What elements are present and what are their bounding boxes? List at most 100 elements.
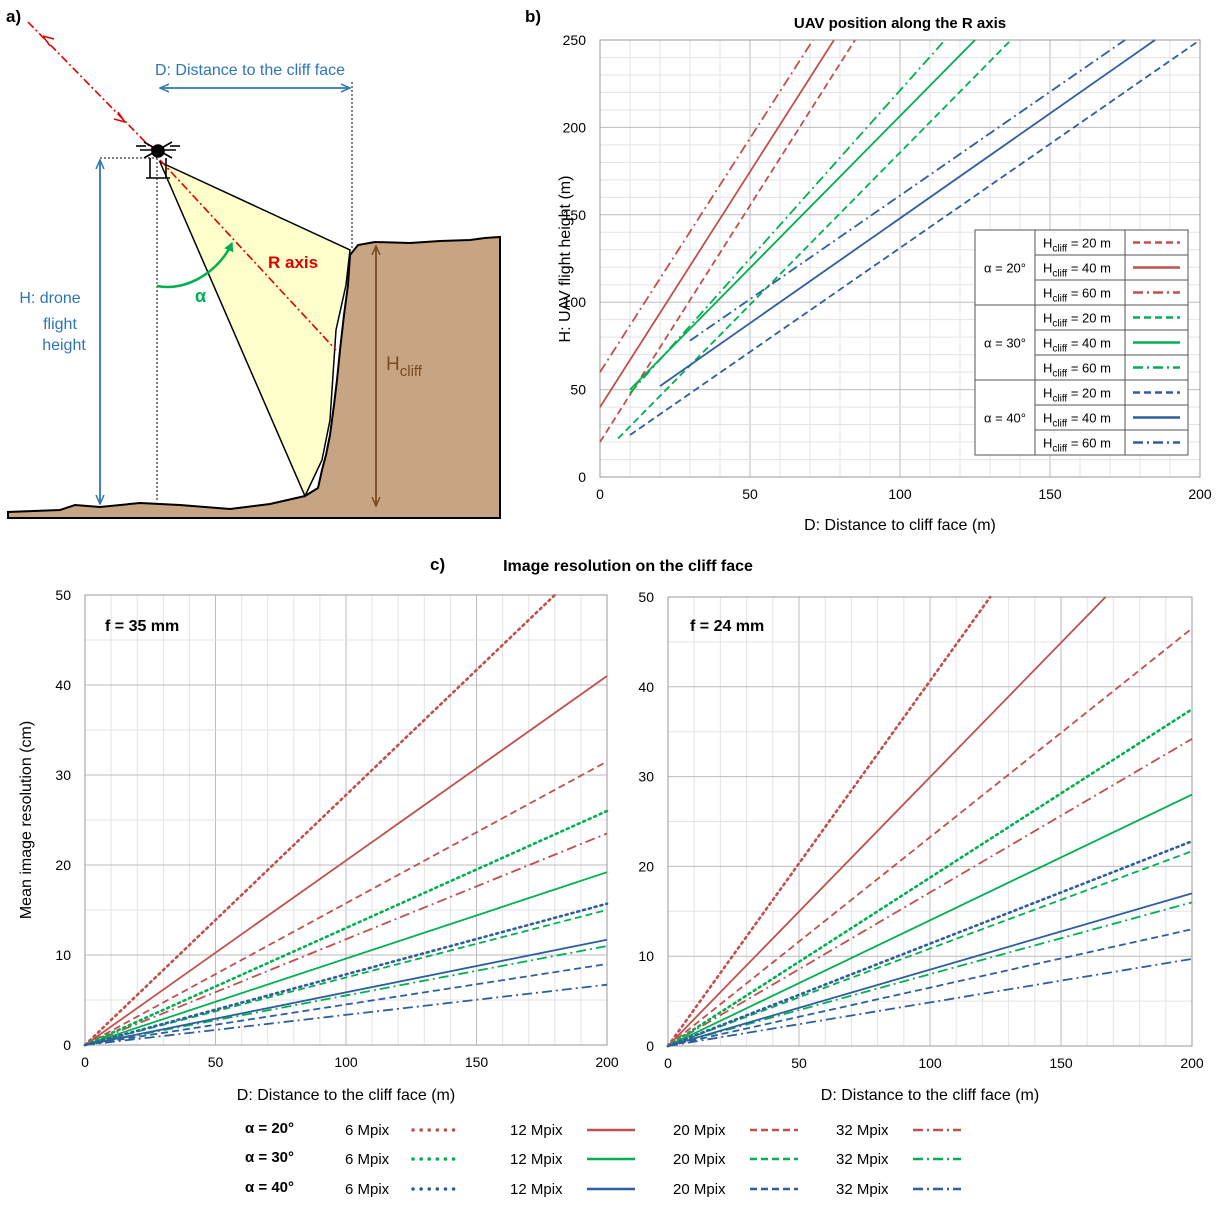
y-tick-label: 40	[638, 679, 654, 695]
series-line-10	[667, 928, 1193, 1047]
bottom-legend-sensor: 12 Mpix	[510, 1151, 563, 1168]
y-tick-label: 0	[63, 1037, 71, 1053]
x-tick-label: 50	[791, 1055, 807, 1071]
bottom-legend-sensor: 32 Mpix	[836, 1181, 889, 1198]
chart-c2-lines	[666, 595, 1194, 1048]
panel-b-label: b)	[525, 7, 541, 26]
bottom-legend-sensor: 12 Mpix	[510, 1181, 563, 1198]
series-line-7	[659, 39, 1156, 387]
legend-row-label: Hcliff = 40 m	[1043, 336, 1111, 355]
bottom-legend-alpha: α = 20°	[245, 1120, 294, 1137]
series-line-2	[667, 627, 1193, 1047]
panel-a-diagram: a) D: Distance to the cliff face H: dron…	[6, 7, 501, 519]
x-tick-label: 200	[595, 1054, 619, 1070]
series-line-0	[599, 39, 856, 443]
y-tick-label: 50	[638, 589, 654, 605]
x-tick-label: 150	[1049, 1055, 1073, 1071]
x-tick-label: 100	[334, 1054, 358, 1070]
r-axis-label: R axis	[268, 253, 318, 272]
alpha-arc	[156, 242, 234, 289]
panel-a-label: a)	[6, 7, 21, 26]
legend-row-label: Hcliff = 20 m	[1043, 236, 1111, 255]
x-tick-label: 200	[1188, 486, 1212, 502]
ray-arrow-1	[42, 35, 55, 47]
series-line-4	[666, 707, 1194, 1048]
chart-b-title: UAV position along the R axis	[794, 15, 1006, 32]
y-tick-label: 150	[563, 207, 587, 223]
chart-c2-grid	[667, 596, 1193, 1047]
chart-c1-grid	[84, 594, 608, 1046]
legend-alpha-label: α = 40°	[984, 411, 1026, 426]
series-line-0	[666, 595, 992, 1048]
bottom-legend-sensor: 12 Mpix	[510, 1122, 563, 1139]
series-line-6	[667, 850, 1193, 1047]
bottom-legend-sensor: 20 Mpix	[673, 1122, 726, 1139]
x-tick-label: 50	[742, 486, 758, 502]
x-tick-label: 100	[888, 486, 912, 502]
series-line-9	[667, 892, 1193, 1047]
plot-frame	[84, 594, 608, 1046]
series-line-8	[83, 902, 609, 1047]
y-tick-label: 30	[55, 767, 71, 783]
x-tick-label: 0	[664, 1055, 672, 1071]
series-line-5	[629, 39, 946, 394]
chart-c1-annotation: f = 35 mm	[105, 618, 179, 635]
x-tick-label: 150	[465, 1054, 489, 1070]
chart-c1-ylabel: Mean image resolution (cm)	[18, 721, 35, 919]
series-line-10	[84, 963, 608, 1046]
bottom-legend-sensor: 6 Mpix	[345, 1122, 390, 1139]
legend-alpha-label: α = 30°	[984, 336, 1026, 351]
series-line-6	[629, 39, 1201, 436]
y-tick-label: 50	[570, 382, 586, 398]
series-line-11	[667, 958, 1193, 1047]
y-tick-label: 10	[638, 948, 654, 964]
x-tick-label: 150	[1038, 486, 1062, 502]
x-tick-label: 100	[918, 1055, 942, 1071]
series-line-3	[667, 738, 1193, 1047]
series-line-4	[83, 809, 609, 1047]
series-line-5	[84, 871, 608, 1046]
plot-frame	[667, 596, 1193, 1047]
panel-c-label: c)	[430, 555, 445, 574]
series-line-3	[617, 39, 1012, 440]
legend-row-label: Hcliff = 60 m	[1043, 286, 1111, 305]
series-line-1	[599, 39, 835, 408]
chart-b-lines	[599, 39, 1201, 443]
chart-b-xlabel: D: Distance to cliff face (m)	[804, 517, 996, 534]
panel-b: b) UAV position along the R axis 0 50 100 1…	[525, 7, 1212, 534]
series-line-9	[84, 938, 608, 1046]
series-line-5	[667, 793, 1193, 1047]
y-tick-label: 40	[55, 677, 71, 693]
bottom-legend-alpha: α = 30°	[245, 1149, 294, 1166]
x-tick-label: 0	[81, 1054, 89, 1070]
legend-alpha-label: α = 20°	[984, 261, 1026, 276]
y-tick-label: 30	[638, 769, 654, 785]
series-line-11	[84, 983, 608, 1046]
x-tick-label: 0	[596, 486, 604, 502]
series-line-8	[666, 839, 1194, 1048]
chart-c2-annotation: f = 24 mm	[690, 618, 764, 635]
incoming-ray	[27, 21, 159, 156]
y-tick-label: 100	[563, 294, 587, 310]
series-line-0	[83, 593, 557, 1047]
bottom-legend-alpha: α = 40°	[245, 1179, 294, 1196]
y-tick-label: 0	[646, 1038, 654, 1054]
bottom-legend-sensor: 6 Mpix	[345, 1181, 390, 1198]
chart-c1-ticks: 0 50 100 150 200 0 10 20 30 40 50	[55, 587, 618, 1070]
plot-frame	[599, 39, 1201, 478]
x-tick-label: 50	[208, 1054, 224, 1070]
height-label-line1: H: drone	[19, 290, 80, 307]
bottom-legend-sensor: 6 Mpix	[345, 1151, 390, 1168]
series-line-1	[84, 675, 608, 1046]
y-tick-label: 10	[55, 947, 71, 963]
bottom-legend-sensor: 20 Mpix	[673, 1181, 726, 1198]
bottom-legend-sensor: 32 Mpix	[836, 1151, 889, 1168]
x-tick-label: 200	[1180, 1055, 1204, 1071]
bottom-legend-sensor: 20 Mpix	[673, 1151, 726, 1168]
chart-c2-ticks: 0 50 100 150 200 0 10 20 30 40 50	[638, 589, 1203, 1071]
y-tick-label: 0	[578, 469, 586, 485]
bottom-legend-sensor: 32 Mpix	[836, 1122, 889, 1139]
ray-arrow-2	[113, 111, 126, 123]
legend-row-label: Hcliff = 60 m	[1043, 436, 1111, 455]
y-tick-label: 20	[638, 858, 654, 874]
